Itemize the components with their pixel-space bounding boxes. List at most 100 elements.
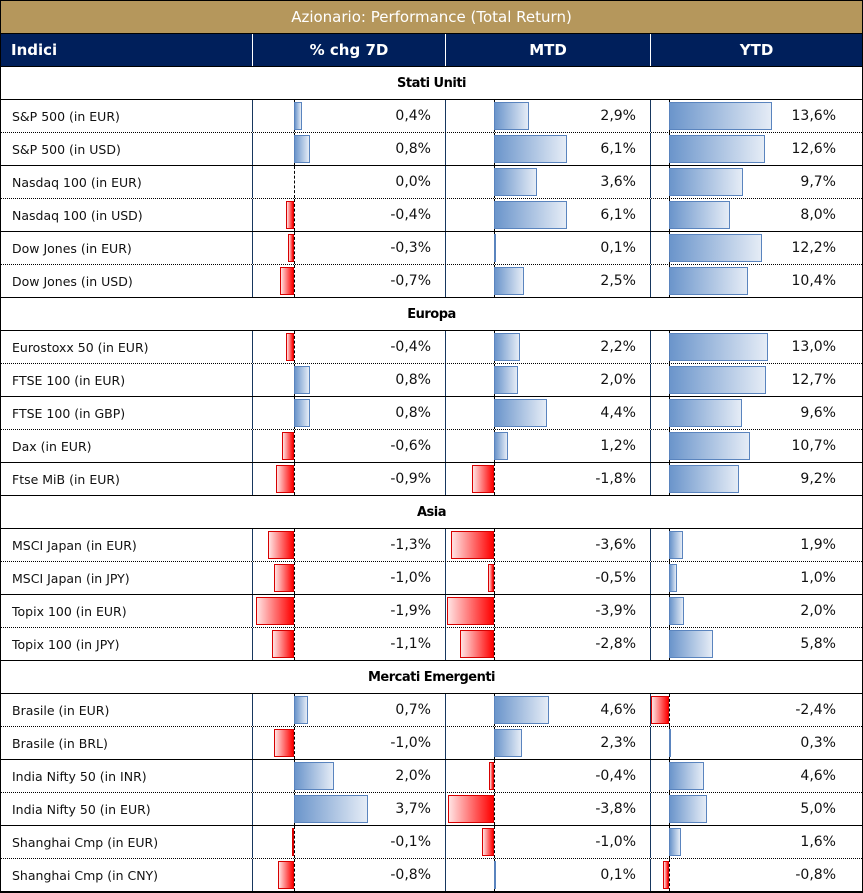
ytd-bar bbox=[669, 399, 742, 427]
table-row: Nasdaq 100 (in EUR) 0,0% 3,6% 9,7% bbox=[1, 166, 862, 199]
d7-value: 0,4% bbox=[395, 108, 431, 124]
table-title: Azionario: Performance (Total Return) bbox=[1, 1, 862, 34]
ytd-cell: 10,7% bbox=[651, 430, 862, 462]
ytd-bar bbox=[669, 465, 739, 493]
table-row: Topix 100 (in EUR) -1,9% -3,9% 2,0% bbox=[1, 595, 862, 628]
index-name: MSCI Japan (in EUR) bbox=[1, 529, 253, 561]
d7-bar bbox=[268, 531, 294, 559]
ytd-value: 9,7% bbox=[800, 174, 836, 190]
mtd-bar bbox=[494, 861, 496, 889]
ytd-cell: 1,6% bbox=[651, 826, 862, 858]
index-name: S&P 500 (in EUR) bbox=[1, 100, 253, 132]
mtd-cell: -3,6% bbox=[446, 529, 651, 561]
ytd-bar bbox=[669, 135, 765, 163]
d7-value: -0,7% bbox=[390, 273, 431, 289]
index-name: Topix 100 (in JPY) bbox=[1, 628, 253, 660]
d7-value: -0,1% bbox=[390, 834, 431, 850]
table-row: S&P 500 (in USD) 0,8% 6,1% 12,6% bbox=[1, 133, 862, 166]
ytd-bar bbox=[669, 729, 672, 757]
ytd-bar bbox=[669, 432, 751, 460]
table-row: MSCI Japan (in JPY) -1,0% -0,5% 1,0% bbox=[1, 562, 862, 595]
mtd-bar bbox=[494, 267, 524, 295]
ytd-bar bbox=[669, 234, 762, 262]
d7-bar bbox=[292, 828, 294, 856]
ytd-value: 13,6% bbox=[791, 108, 836, 124]
ytd-bar bbox=[669, 597, 685, 625]
ytd-value: 12,7% bbox=[791, 372, 836, 388]
mtd-value: 2,9% bbox=[600, 108, 636, 124]
table-row: Nasdaq 100 (in USD) -0,4% 6,1% 8,0% bbox=[1, 199, 862, 232]
d7-value: -0,3% bbox=[390, 240, 431, 256]
ytd-cell: -2,4% bbox=[650, 694, 862, 726]
mtd-bar bbox=[448, 795, 494, 823]
ytd-cell: 12,6% bbox=[651, 133, 862, 165]
d7-cell: -1,9% bbox=[253, 595, 446, 627]
d7-bar bbox=[294, 399, 310, 427]
ytd-value: 12,2% bbox=[791, 240, 836, 256]
d7-cell: -0,9% bbox=[253, 463, 446, 495]
zero-axis bbox=[294, 628, 295, 660]
ytd-cell: 4,6% bbox=[651, 760, 862, 792]
d7-value: 0,8% bbox=[395, 141, 431, 157]
d7-value: -1,9% bbox=[390, 603, 431, 619]
ytd-bar bbox=[669, 102, 773, 130]
ytd-bar bbox=[669, 531, 684, 559]
zero-axis bbox=[294, 166, 295, 198]
d7-bar bbox=[286, 333, 294, 361]
zero-axis bbox=[294, 727, 295, 759]
index-name: Ftse MiB (in EUR) bbox=[1, 463, 253, 495]
d7-value: -0,6% bbox=[390, 438, 431, 454]
ytd-value: 1,9% bbox=[800, 537, 836, 553]
header-chg-7d: % chg 7D bbox=[253, 34, 446, 66]
ytd-bar bbox=[650, 696, 669, 724]
ytd-value: 10,7% bbox=[791, 438, 836, 454]
mtd-bar bbox=[482, 828, 494, 856]
ytd-bar bbox=[669, 168, 743, 196]
index-name: India Nifty 50 (in EUR) bbox=[1, 793, 253, 825]
index-name: Shanghai Cmp (in CNY) bbox=[1, 859, 253, 891]
d7-value: -1,0% bbox=[390, 570, 431, 586]
header-mtd: MTD bbox=[446, 34, 651, 66]
table-row: India Nifty 50 (in EUR) 3,7% -3,8% 5,0% bbox=[1, 793, 862, 826]
ytd-cell: 9,2% bbox=[651, 463, 862, 495]
ytd-value: 5,8% bbox=[800, 636, 836, 652]
zero-axis bbox=[669, 694, 670, 726]
mtd-bar bbox=[472, 465, 494, 493]
table-header: Indici % chg 7D MTD YTD bbox=[1, 34, 862, 67]
mtd-value: 2,3% bbox=[600, 735, 636, 751]
ytd-cell: 12,7% bbox=[651, 364, 862, 396]
zero-axis bbox=[294, 595, 295, 627]
index-name: Dow Jones (in EUR) bbox=[1, 232, 253, 264]
table-row: Dax (in EUR) -0,6% 1,2% 10,7% bbox=[1, 430, 862, 463]
d7-value: -1,3% bbox=[390, 537, 431, 553]
ytd-bar bbox=[669, 267, 749, 295]
ytd-cell: 10,4% bbox=[651, 265, 862, 297]
ytd-value: 12,6% bbox=[791, 141, 836, 157]
ytd-cell: -0,8% bbox=[651, 859, 862, 891]
section-header: Asia bbox=[1, 496, 862, 529]
mtd-cell: -2,8% bbox=[446, 628, 651, 660]
d7-bar bbox=[276, 465, 294, 493]
ytd-bar bbox=[669, 333, 768, 361]
index-name: Eurostoxx 50 (in EUR) bbox=[1, 331, 253, 363]
mtd-value: 4,6% bbox=[600, 702, 636, 718]
ytd-value: 8,0% bbox=[800, 207, 836, 223]
table-row: FTSE 100 (in EUR) 0,8% 2,0% 12,7% bbox=[1, 364, 862, 397]
d7-bar bbox=[282, 432, 294, 460]
mtd-value: -0,5% bbox=[595, 570, 636, 586]
d7-cell: -0,6% bbox=[253, 430, 446, 462]
d7-value: 0,7% bbox=[395, 702, 431, 718]
index-name: S&P 500 (in USD) bbox=[1, 133, 253, 165]
mtd-bar bbox=[489, 762, 494, 790]
mtd-cell: -3,8% bbox=[446, 793, 651, 825]
mtd-value: 0,1% bbox=[600, 867, 636, 883]
d7-value: 3,7% bbox=[395, 801, 431, 817]
index-name: Nasdaq 100 (in EUR) bbox=[1, 166, 253, 198]
ytd-value: 10,4% bbox=[791, 273, 836, 289]
d7-bar bbox=[256, 597, 294, 625]
d7-bar bbox=[294, 135, 310, 163]
mtd-value: 2,5% bbox=[600, 273, 636, 289]
d7-bar bbox=[274, 564, 294, 592]
zero-axis bbox=[494, 562, 495, 594]
ytd-value: 9,6% bbox=[800, 405, 836, 421]
